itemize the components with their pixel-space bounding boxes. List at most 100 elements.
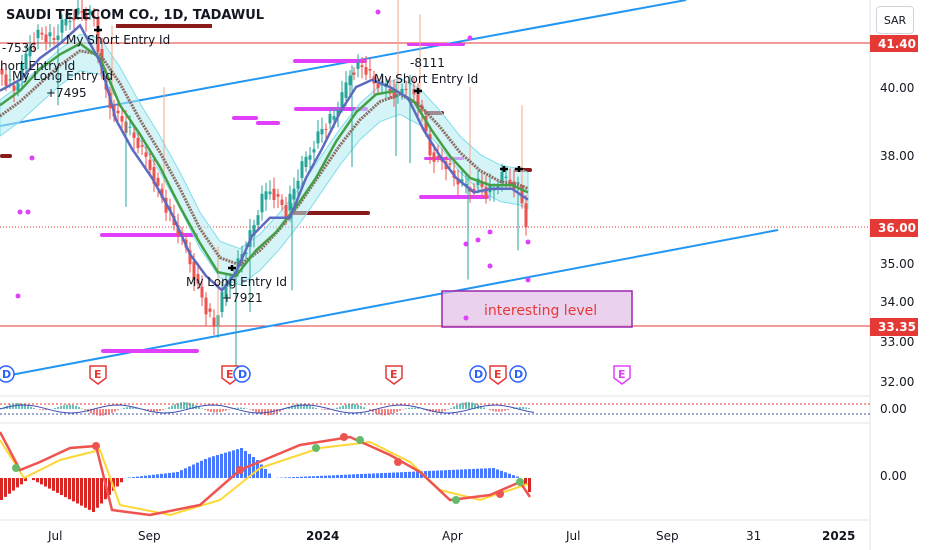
currency-button[interactable]: SAR <box>876 6 914 34</box>
candle-body <box>504 176 508 178</box>
osc2-bar <box>356 474 359 478</box>
candle-body <box>308 155 312 160</box>
osc1-bar <box>66 404 68 409</box>
osc2-bar <box>40 478 43 485</box>
candle-body <box>484 186 488 199</box>
osc1-bar <box>306 404 308 409</box>
candle-body <box>32 43 36 45</box>
candle-body <box>524 203 528 228</box>
osc2-bar <box>284 477 287 478</box>
osc2-bar <box>60 478 63 495</box>
osc1-bar <box>360 405 362 409</box>
osc2-bar <box>224 452 227 478</box>
osc1-bar <box>492 409 494 412</box>
osc1-bar <box>336 407 338 409</box>
osc2-bar <box>376 473 379 478</box>
osc1-bar <box>417 408 419 409</box>
osc2-bar <box>372 473 375 478</box>
ma-slow-line <box>0 49 529 267</box>
candle-body <box>448 163 452 165</box>
osc1-bar <box>183 402 185 409</box>
moving-averages <box>0 23 529 293</box>
x-tick-label: Jul <box>565 529 580 543</box>
osc1-bar <box>54 407 56 409</box>
osc1-bar <box>159 409 161 411</box>
osc2-bar <box>88 478 91 510</box>
osc1-bar <box>57 406 59 409</box>
osc2-bar <box>512 475 515 478</box>
osc2-bar <box>264 469 267 478</box>
osc1-bar <box>111 409 113 413</box>
event-badge[interactable]: E <box>89 365 107 385</box>
osc1-bar <box>213 409 215 413</box>
candle-body <box>456 177 460 185</box>
price-tag-upper <box>870 35 918 52</box>
candle-body <box>136 137 140 149</box>
y-tick-label: 38.00 <box>880 149 914 163</box>
osc2-bar <box>100 478 103 504</box>
osc2-bar <box>32 478 35 481</box>
event-badge[interactable]: E <box>385 365 403 385</box>
osc2-dot <box>312 444 320 452</box>
osc2-bar <box>472 468 475 478</box>
candle-body <box>148 159 152 170</box>
candle-body <box>68 21 72 23</box>
candle-body <box>360 65 364 68</box>
osc1-bar <box>84 409 86 411</box>
osc1-bar <box>378 409 380 415</box>
event-badge[interactable]: D <box>469 365 487 383</box>
y-tick-label: 32.00 <box>880 375 914 389</box>
candle-body <box>16 82 20 91</box>
osc1-bar <box>468 402 470 409</box>
osc1-bar <box>153 409 155 412</box>
osc2-bar <box>332 475 335 478</box>
strategy-label: My Long Entry Id <box>12 69 113 83</box>
osc1-bar <box>393 409 395 414</box>
osc1-bar <box>210 409 212 413</box>
event-badge[interactable]: E <box>613 365 631 385</box>
candle-body <box>432 152 436 162</box>
event-badge-letter: D <box>514 368 523 381</box>
osc2-dot <box>394 458 402 466</box>
osc1-bar <box>294 404 296 409</box>
candle-body <box>12 85 16 91</box>
osc2-bar <box>8 478 11 494</box>
osc1-bar <box>414 407 416 409</box>
osc2-bar <box>176 472 179 478</box>
candle-body <box>44 34 48 43</box>
osc2-bar <box>160 473 163 478</box>
oscillator-1 <box>0 402 535 416</box>
osc2-bar <box>488 468 491 478</box>
osc2-bar <box>0 478 3 500</box>
interesting-level-box[interactable] <box>441 290 633 328</box>
osc2-zero-label: 0.00 <box>880 469 907 483</box>
osc1-bar <box>315 408 317 409</box>
osc1-bar <box>411 407 413 409</box>
event-badge[interactable]: D <box>0 365 15 383</box>
osc1-bar <box>99 409 101 416</box>
osc1-bar <box>513 408 515 409</box>
osc2-bar <box>164 473 167 478</box>
osc2-bar <box>156 474 159 478</box>
event-badge[interactable]: E <box>489 365 507 385</box>
osc1-bar <box>279 409 281 412</box>
osc1-bar <box>105 409 107 416</box>
osc2-bar <box>452 469 455 478</box>
osc1-bar <box>156 409 158 412</box>
osc2-bar <box>380 473 383 478</box>
y-tick-label: 35.00 <box>880 257 914 271</box>
osc1-bar <box>525 407 527 409</box>
osc1-bar <box>93 409 95 415</box>
event-badge[interactable]: D <box>233 365 251 383</box>
strategy-label: My Short Entry Id <box>66 33 170 47</box>
osc1-bar <box>300 403 302 409</box>
candle-body <box>436 156 440 158</box>
candle-body <box>460 179 464 182</box>
event-badge[interactable]: D <box>509 365 527 383</box>
candle-body <box>212 317 216 327</box>
osc2-bar <box>64 478 67 498</box>
osc2-bar <box>388 472 391 478</box>
lower-trend-line[interactable] <box>0 229 779 378</box>
candle-body <box>480 181 484 187</box>
